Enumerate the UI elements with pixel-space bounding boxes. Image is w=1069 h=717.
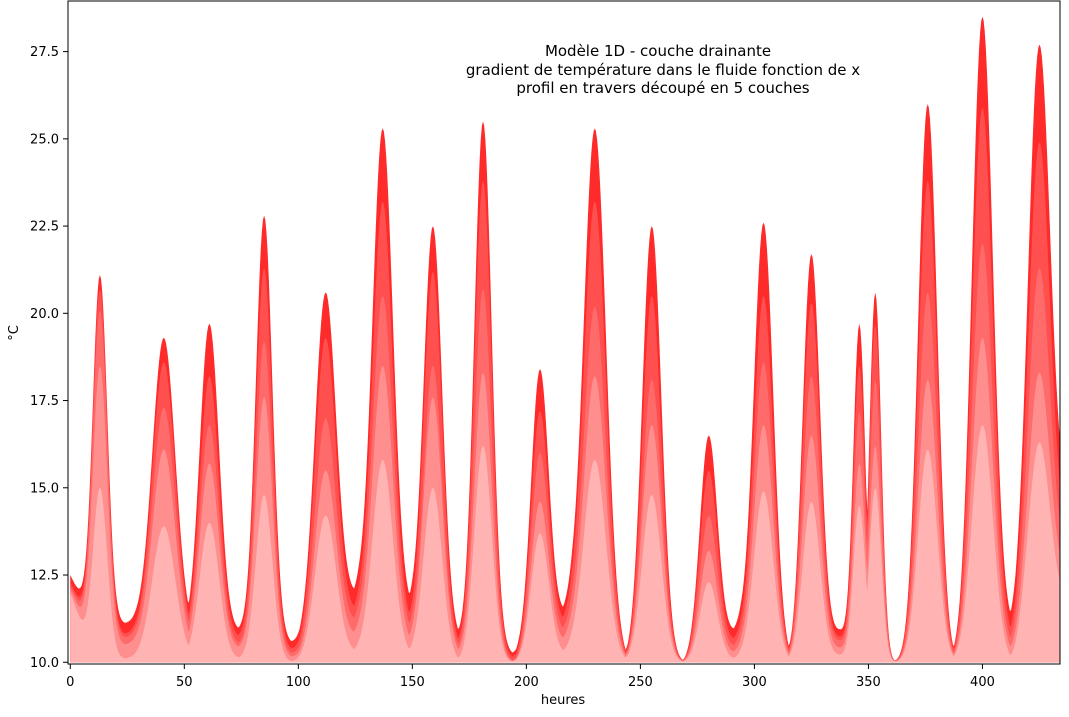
x-axis-ticks: 0 50 100 150 200 250 300 350 400: [66, 664, 995, 690]
x-tick-label: 150: [400, 675, 425, 690]
y-tick-label: 17.5: [30, 394, 59, 409]
y-tick-label: 12.5: [30, 569, 59, 584]
title-line-3: profil en travers découpé en 5 couches: [516, 79, 809, 97]
chart-title: Modèle 1D - couche drainante gradient de…: [466, 42, 860, 97]
x-axis-label: heures: [541, 693, 586, 708]
x-tick-label: 400: [970, 675, 995, 690]
x-tick-label: 350: [856, 675, 881, 690]
x-tick-label: 0: [66, 675, 74, 690]
axes-frame: [67, 0, 1061, 665]
x-tick-label: 50: [176, 675, 193, 690]
x-tick-label: 100: [286, 675, 311, 690]
y-axis-ticks: 10.0 12.5 15.0 17.5 20.0 22.5 25.0 27.5: [30, 45, 68, 671]
y-axis-label: °C: [7, 325, 22, 341]
y-tick-label: 20.0: [30, 307, 59, 322]
y-tick-label: 15.0: [30, 481, 59, 496]
title-line-2: gradient de température dans le fluide f…: [466, 61, 860, 79]
x-tick-label: 250: [628, 675, 653, 690]
title-line-1: Modèle 1D - couche drainante: [545, 42, 771, 60]
x-tick-label: 300: [742, 675, 767, 690]
y-tick-label: 22.5: [30, 220, 59, 235]
area-layer-5: [70, 424, 1060, 663]
y-tick-label: 10.0: [30, 656, 59, 671]
x-tick-label: 200: [514, 675, 539, 690]
area-series-group: [70, 16, 1060, 663]
y-tick-label: 25.0: [30, 132, 59, 147]
y-tick-label: 27.5: [30, 45, 59, 60]
